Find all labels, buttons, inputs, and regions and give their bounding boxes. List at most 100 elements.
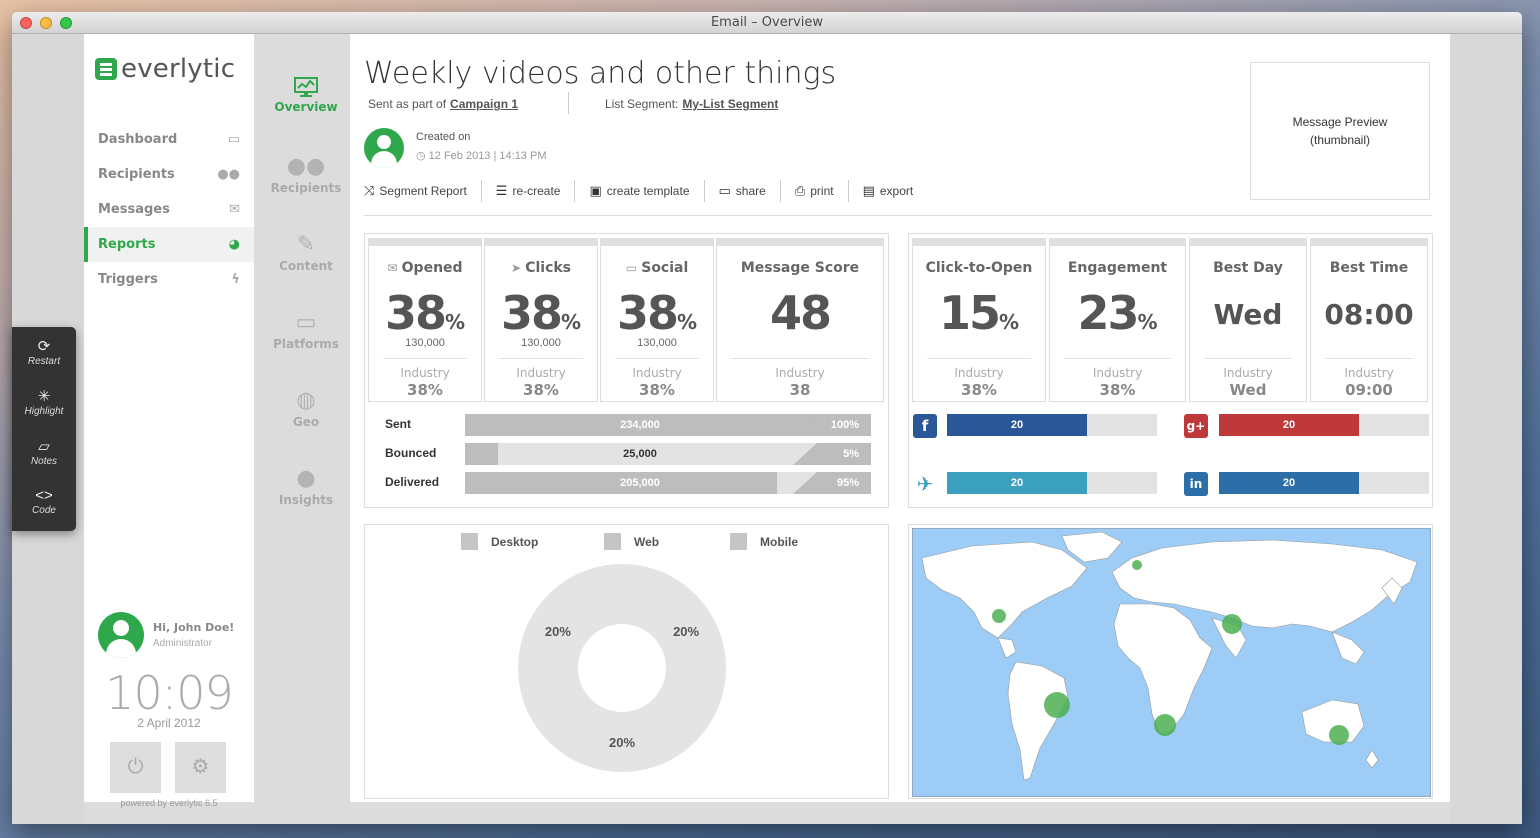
legend-item-web[interactable]: Web — [604, 533, 659, 550]
industry-label: Industry — [1092, 366, 1143, 380]
export-button[interactable]: ▤ export — [863, 180, 928, 202]
highlight-icon: ✳ — [37, 388, 51, 405]
industry-label: Industry — [516, 366, 566, 380]
message-preview[interactable]: Message Preview (thumbnail) — [1250, 62, 1430, 200]
clipboard-icon: ▤ — [862, 183, 875, 198]
user-role: Administrator — [153, 638, 212, 649]
linkedin-icon[interactable]: in — [1184, 472, 1208, 496]
nav-item-messages[interactable]: Messages ✉ — [84, 192, 254, 227]
lightning-icon: ϟ — [231, 272, 240, 287]
tab-label: Platforms — [273, 337, 339, 351]
close-window-button[interactable] — [20, 17, 32, 29]
tab-content[interactable]: ✎ Content — [268, 232, 344, 273]
tab-label: Content — [279, 259, 333, 273]
segment-report-button[interactable]: ⤨ Segment Report — [364, 180, 482, 202]
tab-label: Geo — [292, 415, 320, 429]
notes-button[interactable]: ▱ Notes — [12, 437, 76, 467]
legend-item-mobile[interactable]: Mobile — [730, 533, 798, 550]
delivery-bar-delivered: 205,000 95% — [465, 472, 871, 494]
settings-button[interactable]: ⚙ — [175, 742, 226, 793]
page-title: Weekly videos and other things — [364, 56, 837, 91]
app-content: everlytic Dashboard ▭ Recipients ●● Messag… — [84, 34, 1450, 824]
title-bar: Email – Overview — [12, 12, 1522, 34]
stat-title-text: Social — [641, 260, 689, 276]
restart-button[interactable]: ⟳ Restart — [12, 337, 76, 367]
google-plus-icon[interactable]: g+ — [1184, 414, 1208, 438]
speech-bubble-icon: ▭ — [718, 183, 731, 198]
stat-title: Message Score — [740, 260, 860, 276]
stat-count: 130,000 — [521, 337, 561, 349]
segment-link[interactable]: My-List Segment — [682, 97, 779, 111]
donut-slice-mobile[interactable] — [518, 564, 622, 720]
bar-percent: 5% — [793, 443, 871, 465]
logo-mark-icon — [95, 58, 117, 80]
main-panel: Weekly videos and other things Sent as p… — [350, 34, 1450, 802]
stat-value: 38% — [369, 286, 481, 340]
tool-label: Restart — [27, 356, 61, 367]
stat-card-best-time: Best Time 08:00 Industry 09:00 — [1310, 238, 1428, 402]
template-icon: ▣ — [589, 183, 602, 198]
sent-label: Sent as part of — [368, 97, 447, 111]
stat-value-number: 23 — [1077, 286, 1139, 340]
nav-item-recipients[interactable]: Recipients ●● — [84, 157, 254, 192]
everlytic-logo[interactable]: everlytic — [95, 54, 235, 84]
lightbulb-icon: ● — [296, 466, 316, 491]
globe-icon: ◍ — [296, 388, 316, 413]
monitor-chart-icon: ▭ — [227, 132, 240, 147]
donut-slice-desktop[interactable] — [622, 564, 726, 720]
twitter-icon[interactable]: ✈ — [916, 472, 934, 496]
create-template-button[interactable]: ▣ create template — [589, 180, 705, 202]
tab-insights[interactable]: ● Insights — [268, 466, 344, 507]
legend-swatch — [730, 533, 747, 550]
stat-title: Click-to-Open — [925, 260, 1033, 276]
tab-overview[interactable]: Overview — [268, 76, 344, 114]
code-icon: <> — [35, 487, 53, 504]
bar-fill — [465, 443, 498, 465]
highlight-button[interactable]: ✳ Highlight — [12, 387, 76, 417]
sidebar: everlytic Dashboard ▭ Recipients ●● Messag… — [84, 34, 254, 808]
facebook-icon[interactable]: f — [913, 414, 937, 438]
divider — [927, 358, 1031, 359]
toolbar: ⤨ Segment Report ☰ re-create ▣ create templ… — [364, 177, 941, 205]
stat-value: Wed — [1213, 298, 1283, 331]
platform-chart-panel: Desktop Web Mobile 20% 20% 20% — [364, 524, 889, 799]
tab-label: Overview — [274, 100, 338, 114]
divider — [731, 358, 869, 359]
print-button[interactable]: ⎙ print — [795, 180, 849, 202]
campaign-link[interactable]: Campaign 1 — [450, 97, 519, 111]
clock-icon: ◷ — [416, 150, 429, 162]
stat-value-number: 15 — [938, 286, 1001, 340]
tab-geo[interactable]: ◍ Geo — [268, 388, 344, 429]
users-icon: ●● — [217, 167, 240, 182]
donut-slice-web[interactable] — [531, 690, 713, 772]
share-button[interactable]: ▭ share — [719, 180, 781, 202]
re-create-button[interactable]: ☰ re-create — [496, 180, 576, 202]
world-map[interactable] — [912, 528, 1431, 797]
tool-label: Code — [32, 505, 56, 516]
legend-item-desktop[interactable]: Desktop — [461, 533, 538, 550]
bar-fill — [465, 472, 777, 494]
nav-item-dashboard[interactable]: Dashboard ▭ — [84, 122, 254, 157]
stat-title: ▭ Social — [601, 260, 713, 276]
tool-label: Notes — [30, 456, 58, 467]
stat-value: 38% — [601, 286, 713, 340]
social-bar-linkedin: 20 — [1219, 472, 1429, 494]
pie-chart-icon: ◕ — [228, 237, 240, 252]
minimize-window-button[interactable] — [40, 17, 52, 29]
avatar[interactable] — [98, 612, 144, 658]
code-button[interactable]: <> Code — [12, 487, 76, 516]
power-icon: ⏻ — [127, 756, 144, 778]
gear-icon: ⚙ — [191, 756, 210, 778]
button-label: print — [810, 184, 834, 198]
legend-swatch — [604, 533, 621, 550]
zoom-window-button[interactable] — [60, 17, 72, 29]
logout-button[interactable]: ⏻ — [110, 742, 161, 793]
stat-value-number: 38 — [384, 286, 447, 340]
nav-item-reports[interactable]: Reports ◕ — [84, 227, 254, 262]
nav-label: Dashboard — [98, 132, 178, 147]
tab-platforms[interactable]: ▭ Platforms — [268, 310, 344, 351]
nav-item-triggers[interactable]: Triggers ϟ — [84, 262, 254, 297]
legend-swatch — [461, 533, 478, 550]
tab-recipients[interactable]: ●● Recipients — [268, 154, 344, 195]
industry-value: 09:00 — [1345, 381, 1393, 399]
